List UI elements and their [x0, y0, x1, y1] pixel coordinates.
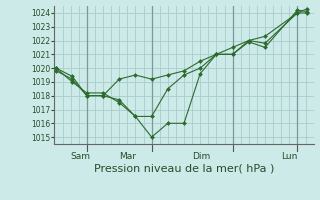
Text: Sam: Sam [71, 152, 91, 161]
Text: Dim: Dim [192, 152, 210, 161]
Text: Mar: Mar [119, 152, 136, 161]
X-axis label: Pression niveau de la mer( hPa ): Pression niveau de la mer( hPa ) [94, 163, 274, 173]
Text: Lun: Lun [281, 152, 298, 161]
